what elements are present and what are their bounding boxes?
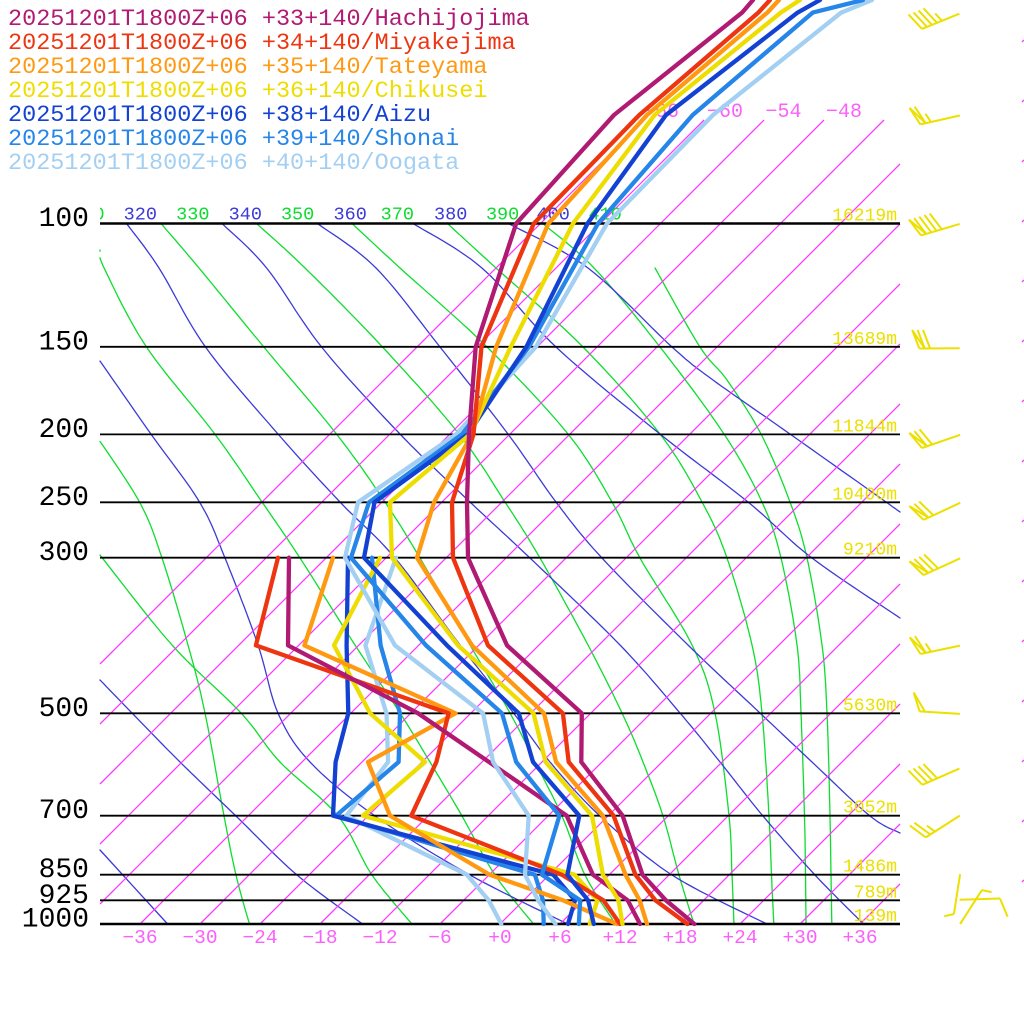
svg-text:−36: −36 [122,927,157,949]
svg-text:+0: +0 [488,927,511,949]
svg-text:+36: +36 [842,927,877,949]
svg-text:20251201T1800Z+06 +39+140/Shon: 20251201T1800Z+06 +39+140/Shonai [8,126,459,153]
svg-text:16219m: 16219m [832,207,897,227]
svg-text:340: 340 [229,205,262,226]
svg-text:100: 100 [39,204,89,235]
svg-text:9210m: 9210m [843,541,897,561]
svg-text:13689m: 13689m [832,330,897,350]
svg-text:+30: +30 [782,927,817,949]
svg-text:300: 300 [39,538,89,569]
svg-text:150: 150 [39,327,89,358]
svg-text:370: 370 [381,205,414,226]
svg-text:20251201T1800Z+06 +33+140/Hach: 20251201T1800Z+06 +33+140/Hachijojima [8,6,530,33]
svg-text:250: 250 [39,483,89,514]
svg-text:200: 200 [39,415,89,446]
svg-text:+6: +6 [548,927,571,949]
svg-text:330: 330 [176,205,209,226]
svg-text:700: 700 [39,796,89,827]
svg-text:+12: +12 [602,927,637,949]
svg-text:925: 925 [39,881,89,912]
svg-text:3052m: 3052m [843,799,897,819]
svg-text:390: 390 [486,205,519,226]
svg-text:350: 350 [281,205,314,226]
svg-text:−60: −60 [707,101,743,124]
svg-text:−6: −6 [428,927,451,949]
svg-text:−48: −48 [826,101,862,124]
svg-text:20251201T1800Z+06 +40+140/Ooga: 20251201T1800Z+06 +40+140/Oogata [8,150,459,177]
svg-text:20251201T1800Z+06 +36+140/Chik: 20251201T1800Z+06 +36+140/Chikusei [8,78,487,105]
svg-text:−24: −24 [242,927,277,949]
svg-text:1000: 1000 [22,905,89,936]
svg-text:11844m: 11844m [832,417,897,437]
svg-text:1486m: 1486m [843,858,897,878]
svg-text:−54: −54 [765,101,801,124]
svg-text:500: 500 [39,694,89,725]
svg-text:5630m: 5630m [843,696,897,716]
svg-text:−12: −12 [362,927,397,949]
svg-text:789m: 789m [854,883,897,903]
svg-text:20251201T1800Z+06 +34+140/Miya: 20251201T1800Z+06 +34+140/Miyakejima [8,30,516,57]
svg-text:320: 320 [124,205,157,226]
svg-text:+24: +24 [722,927,757,949]
svg-text:−30: −30 [182,927,217,949]
svg-text:850: 850 [39,855,89,886]
svg-text:20251201T1800Z+06 +38+140/Aizu: 20251201T1800Z+06 +38+140/Aizu [8,102,431,129]
svg-text:10400m: 10400m [832,485,897,505]
svg-text:310: 310 [71,205,104,226]
svg-text:380: 380 [434,205,467,226]
svg-text:360: 360 [334,205,367,226]
svg-text:139m: 139m [854,907,897,927]
svg-text:+18: +18 [662,927,697,949]
svg-text:20251201T1800Z+06 +35+140/Tate: 20251201T1800Z+06 +35+140/Tateyama [8,54,487,81]
svg-text:−18: −18 [302,927,337,949]
